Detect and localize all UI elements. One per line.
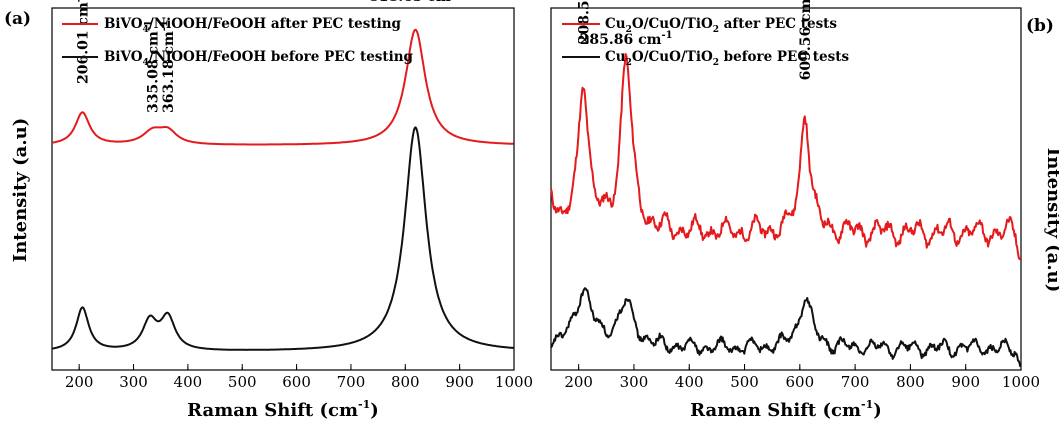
peak-annotation: 335.08 cm-1 (144, 20, 162, 113)
x-tick-label: 700 (337, 373, 366, 391)
panel-b-ticks: 200 300 400 500 600 700 800 900 1000 (564, 364, 1040, 391)
panel-b-series (550, 53, 1022, 368)
legend-label-after: Cu2O/CuO/TiO2 after PEC tests (605, 16, 837, 35)
x-tick-label: 400 (174, 373, 203, 391)
series-line-before (550, 287, 1022, 368)
legend-label-before: BiVO4/NiOOH/FeOOH before PEC testing (104, 49, 414, 68)
x-tick-label: 700 (841, 373, 870, 391)
x-tick-label: 300 (119, 373, 148, 391)
legend-label-after: BiVO4/NiOOH/FeOOH after PEC testing (104, 16, 402, 35)
panel-b: (b) 200 300 400 500 600 700 800 900 1000 208.57 … (550, 0, 1059, 421)
x-tick-label: 900 (445, 373, 474, 391)
x-tick-label: 1000 (1002, 373, 1040, 391)
panel-b-xlabel: Raman Shift (cm-1) (690, 398, 882, 421)
panel-a-label: (a) (4, 9, 31, 29)
panel-a: (a) 200 300 400 500 600 700 800 900 1000 206.01 … (4, 0, 533, 421)
peak-annotation: 609.56 cm-1 (796, 0, 814, 80)
panel-a-ylabel: Intensity (a.u) (10, 118, 31, 262)
series-line-before (51, 126, 514, 351)
x-tick-label: 600 (282, 373, 311, 391)
peak-annotation: 818.65 cm-1 (369, 0, 462, 5)
series-line-after (550, 53, 1022, 261)
panel-a-ticks: 200 300 400 500 600 700 800 900 1000 (65, 364, 533, 391)
panel-b-legend: Cu2O/CuO/TiO2 after PEC tests Cu2O/CuO/T… (562, 16, 849, 68)
x-tick-label: 200 (564, 373, 593, 391)
peak-annotation: 363.18 cm-1 (159, 20, 177, 113)
x-tick-label: 400 (675, 373, 704, 391)
x-tick-label: 600 (786, 373, 815, 391)
panel-b-ylabel: Intensity (a.u) (1043, 148, 1059, 292)
peak-annotation: 285.86 cm-1 (580, 30, 673, 48)
panel-b-annotations: 208.57 cm-1285.86 cm-1 609.56 cm-1 (574, 0, 814, 80)
x-tick-label: 800 (896, 373, 925, 391)
panel-a-series (51, 28, 514, 351)
x-tick-label: 1000 (495, 373, 533, 391)
x-tick-label: 800 (391, 373, 420, 391)
panel-b-label: (b) (1026, 16, 1054, 36)
panel-a-xlabel: Raman Shift (cm-1) (187, 398, 379, 421)
peak-annotation: 208.57 cm-1 (574, 0, 592, 44)
peak-annotation: 206.01 cm-1 (73, 0, 91, 84)
x-tick-label: 500 (730, 373, 759, 391)
panel-a-legend: BiVO4/NiOOH/FeOOH after PEC testing BiVO… (62, 16, 414, 68)
legend-label-before: Cu2O/CuO/TiO2 before PEC tests (605, 49, 849, 68)
x-tick-label: 200 (65, 373, 94, 391)
x-tick-label: 500 (228, 373, 257, 391)
panel-a-frame (51, 7, 515, 371)
x-tick-label: 300 (620, 373, 649, 391)
x-tick-label: 900 (951, 373, 980, 391)
series-line-after (51, 28, 514, 146)
